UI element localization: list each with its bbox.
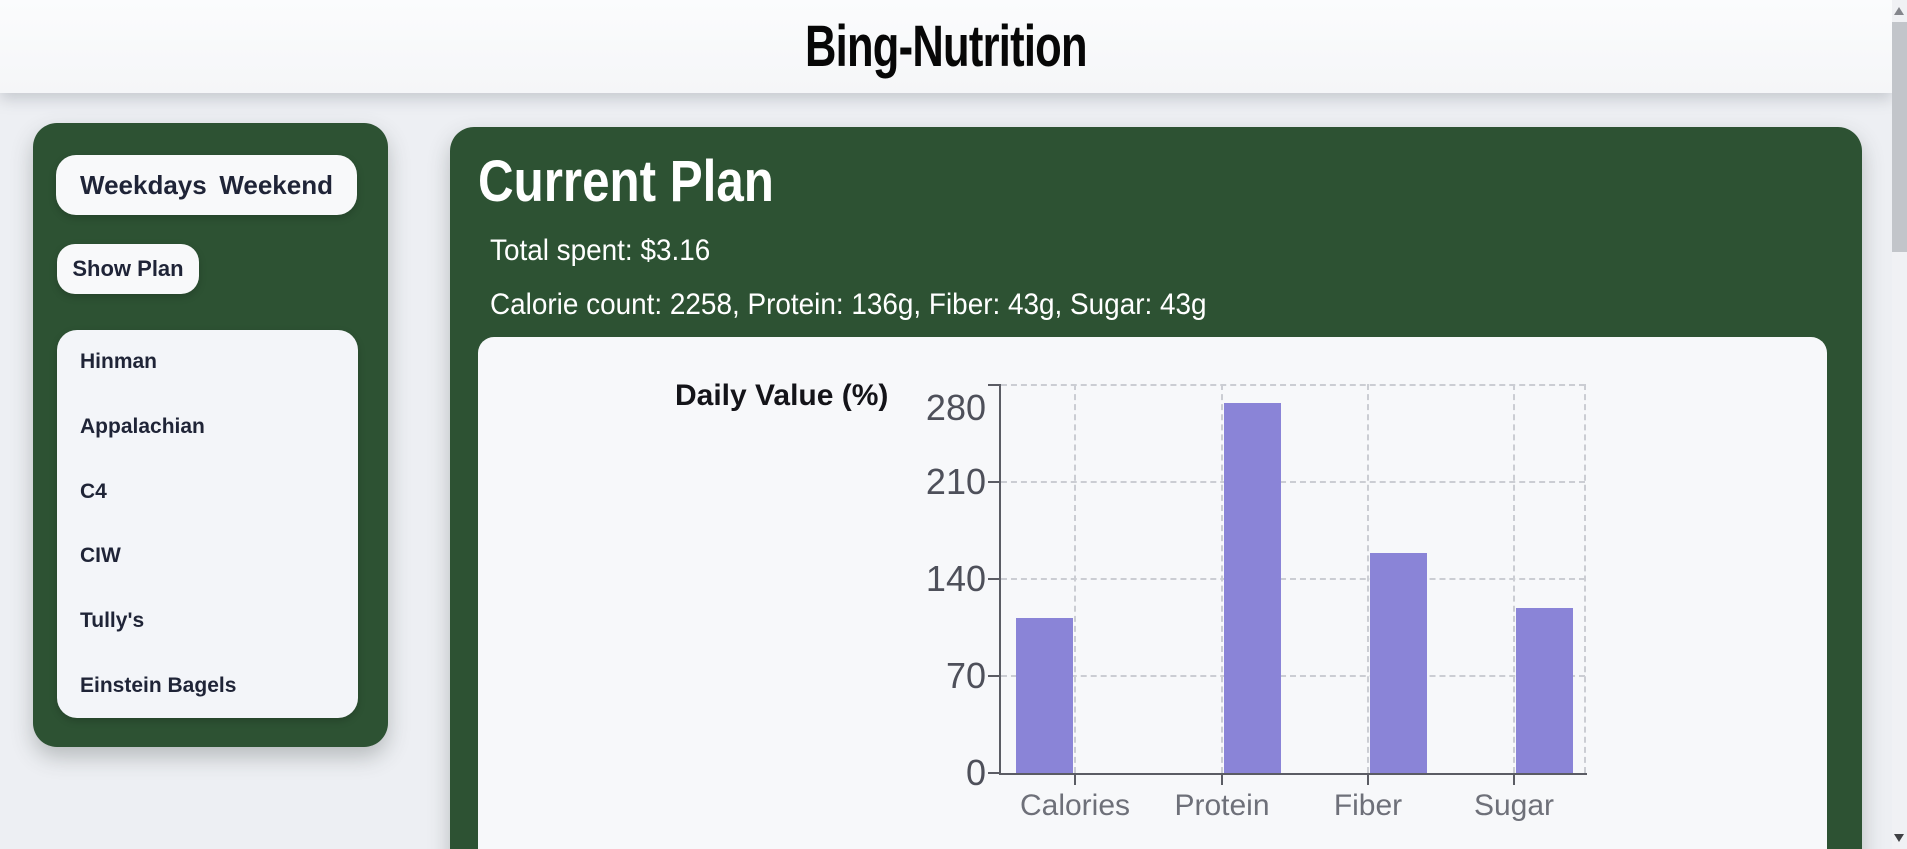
show-plan-button[interactable]: Show Plan: [57, 244, 199, 294]
current-plan-panel: Current Plan Total spent: $3.16 Calorie …: [450, 127, 1862, 849]
y-tick-mark-210: [988, 481, 999, 483]
schedule-toggle: Weekdays Weekend: [56, 155, 357, 215]
sidebar-item-hinman[interactable]: Hinman: [80, 350, 158, 374]
tab-weekend[interactable]: Weekend: [219, 169, 333, 200]
y-tick-label-210: 210: [925, 461, 986, 502]
x-tick-mark-calories: [1074, 775, 1076, 785]
bar-sugar: [1516, 608, 1573, 773]
y-tick-mark-70: [988, 675, 999, 677]
sidebar-item-c4[interactable]: C4: [80, 479, 107, 503]
x-tick-label-calories: Calories: [1019, 789, 1131, 822]
dining-hall-list: Hinman Appalachian C4 CIW Tully's Einstein Ba…: [57, 330, 358, 718]
bar-calories: [1016, 618, 1073, 773]
gridline-x-1: [1221, 384, 1223, 773]
y-tick-label-140: 140: [925, 558, 986, 599]
sidebar: Weekdays Weekend Show Plan Hinman Appalac…: [33, 123, 388, 747]
y-axis-line: [999, 384, 1001, 775]
gridline-y-210: [1001, 481, 1585, 483]
y-tick-mark-140: [988, 578, 999, 580]
x-tick-label-sugar: Sugar: [1473, 789, 1555, 822]
y-tick-label-0: 0: [965, 752, 986, 793]
sidebar-item-ciw[interactable]: CIW: [80, 544, 121, 568]
x-tick-label-protein: Protein: [1174, 789, 1270, 822]
sidebar-item-appalachian[interactable]: Appalachian: [80, 415, 205, 438]
scrollbar[interactable]: [1892, 0, 1907, 849]
scroll-up-icon[interactable]: [1894, 7, 1904, 15]
bar-fiber: [1370, 553, 1427, 773]
bar-protein: [1224, 403, 1281, 773]
x-axis-line: [999, 773, 1587, 775]
gridline-x-2: [1367, 384, 1369, 773]
panel-title: Current Plan: [478, 149, 774, 214]
chart-card: Daily Value (%) 0 70 140 210 280 Calories Prot…: [478, 337, 1827, 849]
gridline-x-4: [1584, 384, 1586, 773]
sidebar-item-tully-s[interactable]: Tully's: [80, 609, 145, 633]
x-tick-mark-protein: [1221, 775, 1223, 785]
gridline-y-140: [1001, 578, 1585, 580]
y-tick-label-280: 280: [925, 387, 986, 428]
x-tick-mark-sugar: [1513, 775, 1515, 785]
x-tick-mark-fiber: [1367, 775, 1369, 785]
app-header: Bing-Nutrition: [0, 0, 1892, 93]
chart-y-axis-title: Daily Value (%): [675, 379, 889, 412]
x-tick-label-fiber: Fiber: [1333, 789, 1403, 822]
scroll-down-icon[interactable]: [1894, 834, 1904, 842]
gridline-y-280: [1001, 384, 1585, 386]
app-title: Bing-Nutrition: [805, 14, 1088, 79]
nutrition-summary-text: Calorie count: 2258, Protein: 136g, Fibe…: [490, 288, 1207, 321]
gridline-x-3: [1513, 384, 1515, 773]
total-spent-text: Total spent: $3.16: [490, 234, 711, 267]
sidebar-item-einstein-bagels[interactable]: Einstein Bagels: [80, 673, 237, 697]
bar-chart: 0 70 140 210 280 Calories Protein Fiber Sugar: [478, 337, 1827, 849]
scrollbar-thumb[interactable]: [1892, 22, 1907, 252]
gridline-x-0: [1074, 384, 1076, 773]
y-tick-label-70: 70: [945, 655, 986, 696]
y-tick-mark-280: [988, 384, 999, 386]
y-tick-mark-0: [988, 772, 999, 774]
gridline-y-70: [1001, 675, 1585, 677]
tab-weekdays[interactable]: Weekdays: [80, 169, 207, 200]
